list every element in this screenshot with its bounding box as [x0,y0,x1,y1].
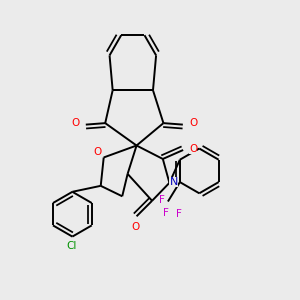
Text: O: O [131,222,139,232]
Text: O: O [189,144,197,154]
Text: Cl: Cl [67,241,77,251]
Text: F: F [176,209,182,219]
Text: O: O [189,118,197,128]
Text: F: F [163,208,169,218]
Text: F: F [159,195,165,205]
Text: O: O [93,147,101,158]
Text: N: N [169,177,178,187]
Text: O: O [71,118,80,128]
